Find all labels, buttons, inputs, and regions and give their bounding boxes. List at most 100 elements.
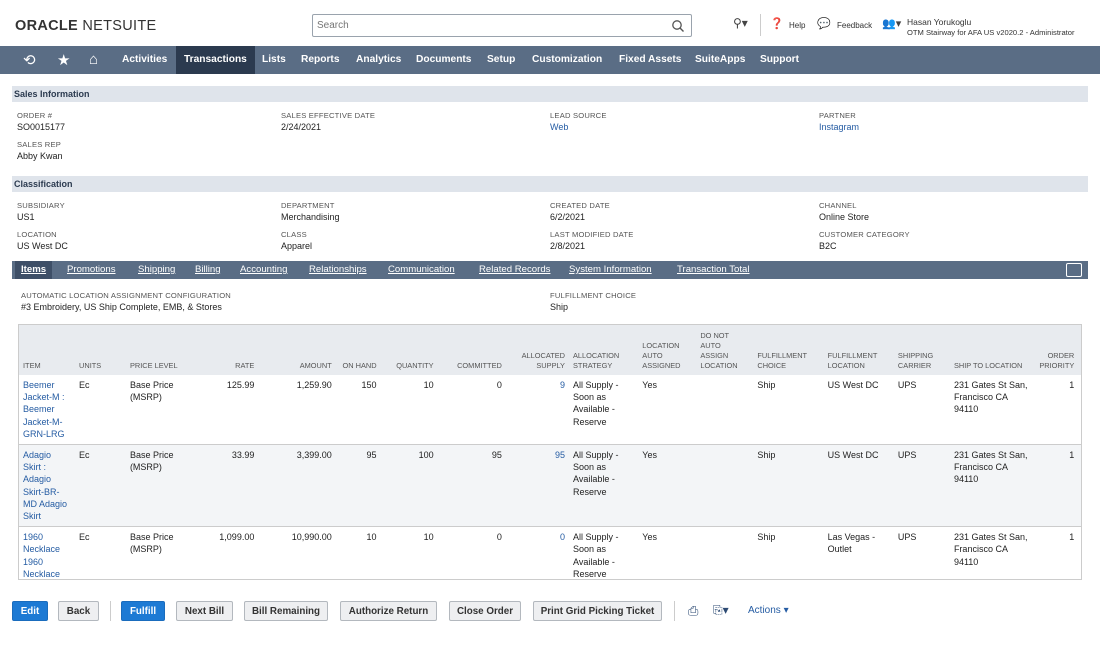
quantity-cell: 100: [380, 444, 438, 528]
partner-link[interactable]: Instagram: [819, 122, 860, 132]
col-quantity[interactable]: QUANTITY: [380, 325, 438, 375]
location-label: LOCATION: [17, 230, 57, 239]
item-link[interactable]: 1960 Necklace 1960 Necklace: [19, 526, 76, 579]
customer-category-value: B2C: [819, 241, 837, 251]
nav-support[interactable]: Support: [760, 54, 800, 65]
back-button[interactable]: Back: [58, 601, 99, 621]
nav-suiteapps[interactable]: SuiteApps: [695, 54, 746, 65]
fulfill-button[interactable]: Fulfill: [121, 601, 165, 621]
tab-transaction-total[interactable]: Transaction Total: [677, 264, 750, 275]
search-icon[interactable]: [671, 19, 685, 33]
search-input[interactable]: [313, 15, 653, 36]
price-level-cell: Base Price (MSRP): [125, 526, 194, 579]
feedback-icon[interactable]: 💬: [817, 18, 831, 30]
item-link[interactable]: Adagio Skirt : Adagio Skirt-BR-MD Adagio…: [19, 444, 76, 528]
favorites-star-icon[interactable]: ★: [57, 52, 71, 69]
col-allocation-strategy[interactable]: ALLOCATION STRATEGY: [569, 325, 639, 375]
nav-fixed-assets[interactable]: Fixed Assets: [619, 54, 682, 65]
actions-menu[interactable]: Actions ▾: [748, 605, 789, 616]
auto-location-config-value: #3 Embroidery, US Ship Complete, EMB, & …: [21, 302, 222, 312]
edit-button[interactable]: Edit: [12, 601, 48, 621]
help-link[interactable]: Help: [789, 21, 806, 30]
nav-lists[interactable]: Lists: [262, 54, 286, 65]
col-fulfillment-choice[interactable]: FULFILLMENT CHOICE: [753, 325, 824, 375]
feedback-link[interactable]: Feedback: [837, 21, 873, 30]
allocation-strategy-cell: All Supply - Soon as Available - Reserve: [569, 444, 639, 528]
table-row[interactable]: Adagio Skirt : Adagio Skirt-BR-MD Adagio…: [19, 444, 1081, 528]
col-committed[interactable]: COMMITTED: [437, 325, 506, 375]
subsidiary-label: SUBSIDIARY: [17, 201, 65, 210]
col-on-hand[interactable]: ON HAND: [335, 325, 381, 375]
nav-setup[interactable]: Setup: [487, 54, 516, 65]
toolbar-divider: [760, 14, 761, 36]
user-role[interactable]: OTM Stairway for AFA US v2020.2 - Admini…: [907, 28, 1075, 37]
tab-related-records[interactable]: Related Records: [479, 264, 551, 275]
col-do-not-auto-assign[interactable]: DO NOT AUTO ASSIGN LOCATION: [696, 325, 754, 375]
tab-communication[interactable]: Communication: [388, 264, 455, 275]
do-not-auto-assign-cell: [696, 444, 754, 528]
home-icon[interactable]: ⌂: [89, 51, 99, 68]
created-date-value: 6/2/2021: [550, 212, 586, 222]
shipping-carrier-cell: UPS: [893, 444, 950, 528]
user-name[interactable]: Hasan Yorukoglu: [907, 17, 972, 27]
nav-analytics[interactable]: Analytics: [356, 54, 402, 65]
nav-transactions[interactable]: Transactions: [176, 46, 255, 74]
table-row[interactable]: 1960 Necklace 1960 Necklace Ec Base Pric…: [19, 526, 1081, 579]
next-bill-button[interactable]: Next Bill: [176, 601, 233, 621]
customize-view-icon[interactable]: [1066, 263, 1082, 277]
netsuite-logo[interactable]: ORACLE NETSUITE: [15, 18, 157, 34]
col-allocated-supply[interactable]: ALLOCATED SUPPLY: [505, 325, 569, 375]
col-rate[interactable]: RATE: [193, 325, 259, 375]
button-divider: [674, 601, 675, 621]
authorize-return-button[interactable]: Authorize Return: [340, 601, 437, 621]
item-link[interactable]: Beemer Jacket-M : Beemer Jacket-M-GRN-LR…: [19, 375, 76, 446]
col-ship-to-location[interactable]: SHIP TO LOCATION: [949, 325, 1033, 375]
col-amount[interactable]: AMOUNT: [258, 325, 336, 375]
tab-promotions[interactable]: Promotions: [67, 264, 116, 275]
truncated-cell: [1078, 526, 1081, 579]
nav-documents[interactable]: Documents: [416, 54, 472, 65]
col-location-auto-assigned[interactable]: LOCATION AUTO ASSIGNED: [638, 325, 697, 375]
tab-items[interactable]: Items: [15, 261, 53, 279]
customer-category-label: CUSTOMER CATEGORY: [819, 230, 910, 239]
units-cell: Ec: [75, 375, 126, 446]
col-units[interactable]: UNITS: [75, 325, 126, 375]
help-icon[interactable]: ❓: [770, 18, 784, 30]
location-auto-assigned-cell: Yes: [638, 526, 697, 579]
col-truncated[interactable]: R: [1078, 325, 1081, 375]
recent-records-icon[interactable]: ⚲▾: [733, 16, 748, 30]
col-order-priority[interactable]: ORDER PRIORITY: [1032, 325, 1079, 375]
export-icon[interactable]: ⎘▾: [713, 603, 729, 617]
tab-relationships[interactable]: Relationships: [309, 264, 367, 275]
nav-activities[interactable]: Activities: [122, 54, 168, 65]
tab-shipping[interactable]: Shipping: [138, 264, 176, 275]
order-priority-cell: 1: [1032, 444, 1079, 528]
tab-accounting[interactable]: Accounting: [240, 264, 288, 275]
user-roles-icon[interactable]: 👥▾: [882, 18, 902, 30]
section-sales-information[interactable]: Sales Information: [12, 86, 1088, 102]
global-search[interactable]: [312, 14, 692, 37]
units-cell: Ec: [75, 444, 126, 528]
fulfillment-choice-cell: Ship: [753, 375, 824, 446]
table-row[interactable]: Beemer Jacket-M : Beemer Jacket-M-GRN-LR…: [19, 375, 1081, 446]
section-classification[interactable]: Classification: [12, 176, 1088, 192]
col-fulfillment-location[interactable]: FULFILLMENT LOCATION: [823, 325, 894, 375]
recent-icon[interactable]: ⟲: [23, 52, 36, 69]
allocated-supply-link[interactable]: 95: [505, 444, 569, 528]
allocated-supply-link[interactable]: 0: [505, 526, 569, 579]
nav-customization[interactable]: Customization: [532, 54, 603, 65]
close-order-button[interactable]: Close Order: [449, 601, 521, 621]
col-item[interactable]: ITEM: [19, 325, 76, 375]
allocated-supply-link[interactable]: 9: [505, 375, 569, 446]
bill-remaining-button[interactable]: Bill Remaining: [244, 601, 328, 621]
lead-source-link[interactable]: Web: [550, 122, 569, 132]
col-shipping-carrier[interactable]: SHIPPING CARRIER: [893, 325, 950, 375]
rate-cell: 1,099.00: [193, 526, 259, 579]
print-grid-picking-ticket-button[interactable]: Print Grid Picking Ticket: [533, 601, 662, 621]
tab-billing[interactable]: Billing: [195, 264, 221, 275]
print-icon[interactable]: ⎙: [688, 603, 699, 618]
col-price-level[interactable]: PRICE LEVEL: [125, 325, 194, 375]
location-auto-assigned-cell: Yes: [638, 444, 697, 528]
nav-reports[interactable]: Reports: [301, 54, 340, 65]
tab-system-information[interactable]: System Information: [569, 264, 652, 275]
